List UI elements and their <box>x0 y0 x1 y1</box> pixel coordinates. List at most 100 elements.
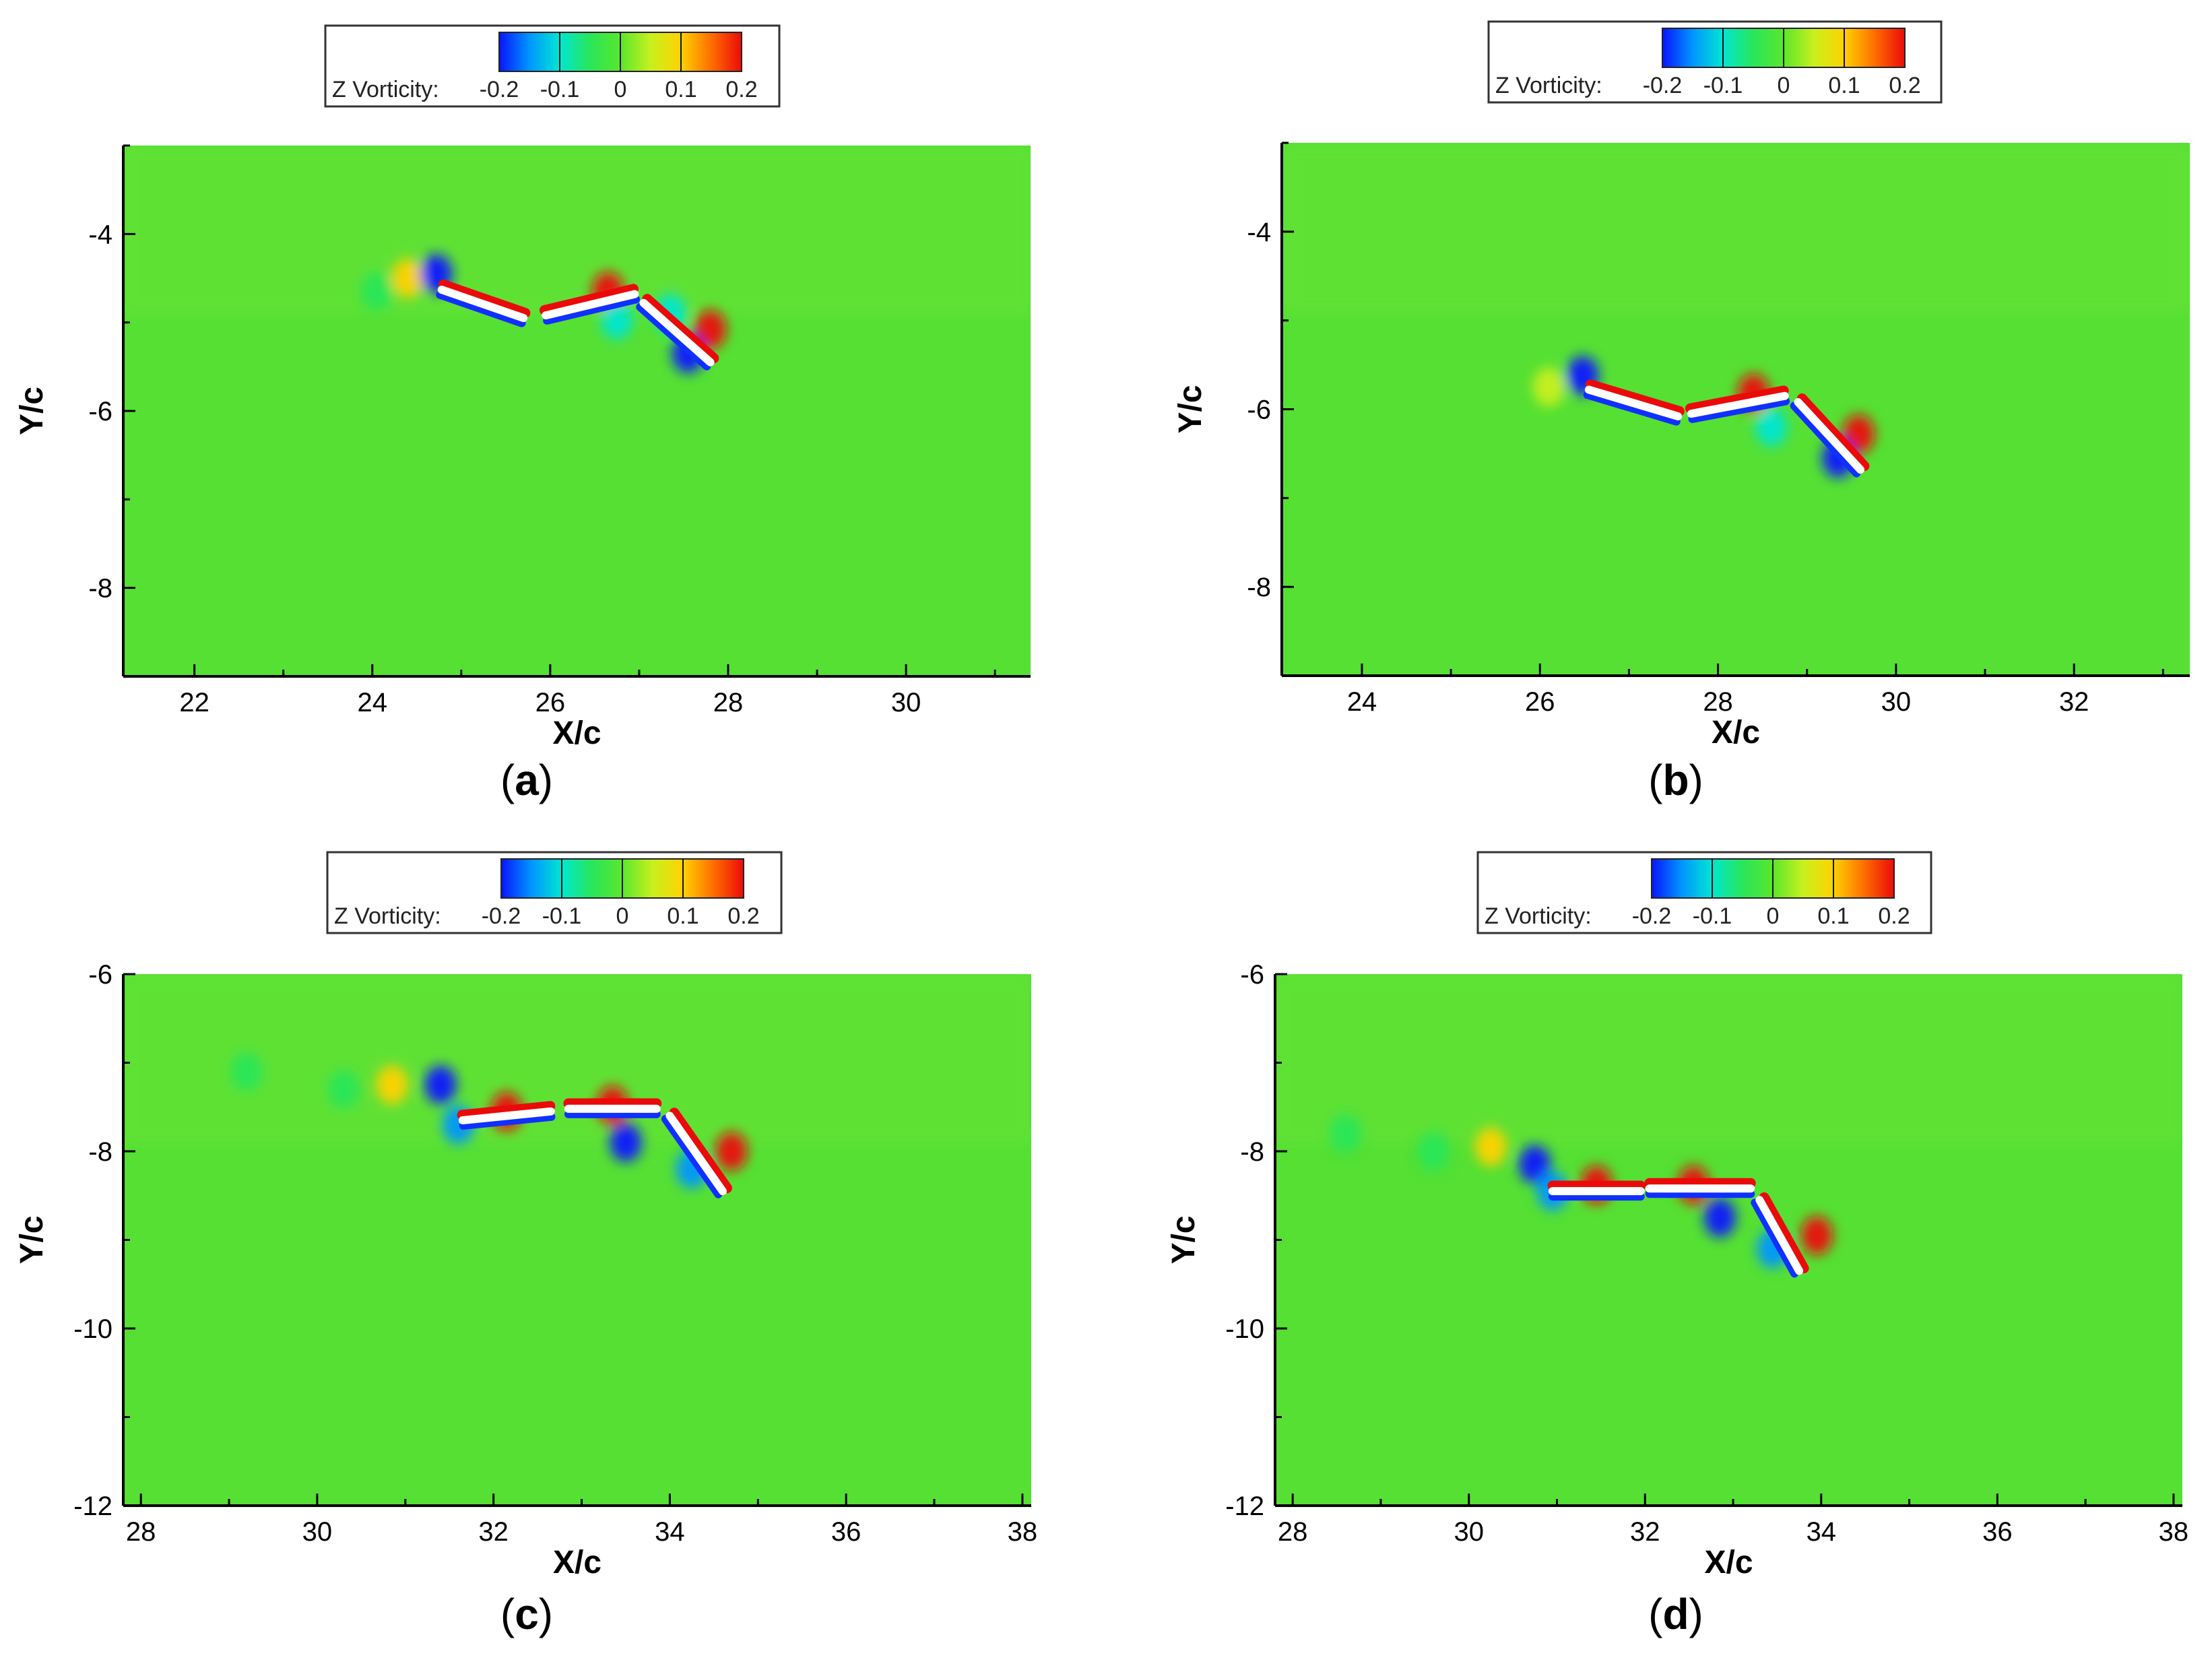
colorbar-legend: Z Vorticity: -0.2 -0.1 0 0.1 0.2 <box>326 851 783 934</box>
x-tick-label: 28 <box>1278 1517 1308 1547</box>
vortex <box>391 258 424 298</box>
foil <box>1687 391 1789 418</box>
vortex <box>1330 1114 1362 1153</box>
shear-layer-positive <box>539 284 639 315</box>
legend-title: Z Vorticity: <box>334 903 441 929</box>
x-axis-title: X/c <box>552 715 601 751</box>
y-tick-label: -8 <box>1240 1137 1264 1167</box>
y-tick-label: -10 <box>1225 1314 1264 1344</box>
legend-tick-label: -0.2 <box>482 903 521 929</box>
vortex <box>327 1070 360 1109</box>
vortex <box>694 310 727 350</box>
x-tick-label: 32 <box>1630 1517 1660 1547</box>
shear-layer-positive <box>669 1108 732 1194</box>
vortex <box>1417 1132 1450 1171</box>
legend-tick-label: -0.1 <box>1703 73 1743 98</box>
y-tick-label: -4 <box>88 220 112 249</box>
foil <box>1755 1196 1804 1275</box>
x-tick-label: 34 <box>655 1517 685 1547</box>
upper-wake-tint <box>1282 143 2190 314</box>
vorticity-panel-a: 22 24 26 28 30 -4 -6 -8 X/c Y/c Z Vorticity: -0.2 -0… <box>14 24 1031 804</box>
legend-tick-label: 0.1 <box>665 77 696 102</box>
y-tick-label: -8 <box>88 1137 112 1167</box>
x-tick-label: 30 <box>302 1517 333 1547</box>
x-tick-label: 22 <box>179 688 209 717</box>
legend-tick-label: -0.1 <box>1693 903 1732 929</box>
x-axis-title: X/c <box>1704 1545 1753 1580</box>
vortex <box>230 1052 263 1091</box>
legend-tick-label: 0.2 <box>1878 903 1910 929</box>
vortex <box>1532 367 1565 407</box>
shear-layer-positive <box>642 294 719 364</box>
foil <box>1794 397 1865 474</box>
panel-label-close: ) <box>539 1590 553 1638</box>
legend-tick-label: -0.1 <box>542 903 582 929</box>
panel-label-open: ( <box>500 756 515 804</box>
x-axis-title: X/c <box>553 1545 601 1580</box>
panel-label-open: ( <box>1648 1590 1662 1638</box>
panel-label: (d) <box>1648 1590 1703 1638</box>
legend-tick-label: -0.2 <box>1643 73 1683 98</box>
legend-tick-label: 0.2 <box>1889 73 1920 98</box>
legend-tick-label: -0.2 <box>480 77 519 102</box>
x-tick-label: 24 <box>1347 687 1377 717</box>
vorticity-panel-d: 28 30 32 34 36 38 -6 -8 -10 -12 X/c Y/c Z Vorticity:… <box>1166 851 2189 1638</box>
panel-label: (b) <box>1648 756 1703 804</box>
y-tick-label: -6 <box>1240 960 1264 990</box>
legend-title: Z Vorticity: <box>1495 73 1602 98</box>
foil <box>458 1107 555 1124</box>
x-tick-label: 30 <box>891 688 921 717</box>
foil <box>639 298 715 366</box>
legend-tick-label: 0.1 <box>667 903 698 929</box>
vortex <box>715 1132 748 1171</box>
vortex <box>1519 1145 1551 1184</box>
x-tick-label: 30 <box>1454 1517 1484 1547</box>
legend-title: Z Vorticity: <box>332 77 439 102</box>
y-tick-label: -12 <box>1225 1491 1264 1521</box>
legend-tick-label: 0 <box>1778 73 1790 98</box>
vortex <box>1800 1216 1833 1255</box>
x-tick-label: 28 <box>126 1517 156 1547</box>
y-tick-label: -4 <box>1247 218 1271 247</box>
shear-layer-negative <box>1751 1198 1799 1278</box>
upper-wake-tint <box>123 974 1031 1145</box>
y-tick-label: -6 <box>88 960 112 990</box>
panel-label-open: ( <box>1648 756 1662 804</box>
foil <box>437 286 528 323</box>
upper-wake-tint <box>123 146 1031 316</box>
y-tick-label: -10 <box>73 1314 112 1344</box>
x-tick-label: 32 <box>478 1517 509 1547</box>
legend-tick-label: -0.1 <box>540 77 580 102</box>
shear-layer-negative <box>1688 397 1790 423</box>
vortex <box>1755 407 1788 447</box>
legend-tick-label: 0.1 <box>1817 903 1849 929</box>
legend-tick-label: -0.2 <box>1632 903 1672 929</box>
contour-field <box>1275 974 2182 1506</box>
legend-title: Z Vorticity: <box>1485 903 1592 929</box>
y-axis-title: Y/c <box>1173 385 1208 433</box>
shear-layer-positive <box>1796 393 1870 472</box>
panel-label-letter: b <box>1662 756 1689 804</box>
legend-tick-label: 0 <box>616 903 629 929</box>
y-axis-title: Y/c <box>1166 1215 1202 1264</box>
panel-label: (c) <box>500 1590 553 1638</box>
vortex <box>1703 1198 1736 1238</box>
panel-label-close: ) <box>1689 1590 1703 1638</box>
colorbar-legend: Z Vorticity: -0.2 -0.1 0 0.1 0.2 <box>1487 20 1943 104</box>
contour-field <box>123 146 1031 676</box>
x-tick-label: 36 <box>831 1517 861 1547</box>
shear-layer-positive <box>1585 379 1685 416</box>
contour-field <box>123 974 1031 1506</box>
legend-tick-label: 0 <box>1767 903 1780 929</box>
vortex <box>424 1065 457 1105</box>
panel-label-letter: d <box>1662 1590 1689 1638</box>
x-tick-label: 38 <box>2159 1517 2189 1547</box>
panel-label-letter: c <box>515 1590 539 1638</box>
vorticity-panel-c: 28 30 32 34 36 38 -6 -8 -10 -12 X/c Y/c Z Vorticity:… <box>14 851 1037 1638</box>
x-tick-label: 26 <box>535 688 566 717</box>
shear-layer-negative <box>1790 402 1861 478</box>
x-tick-label: 28 <box>713 688 744 717</box>
panel-label-letter: a <box>515 756 539 804</box>
x-tick-label: 30 <box>1881 687 1912 717</box>
